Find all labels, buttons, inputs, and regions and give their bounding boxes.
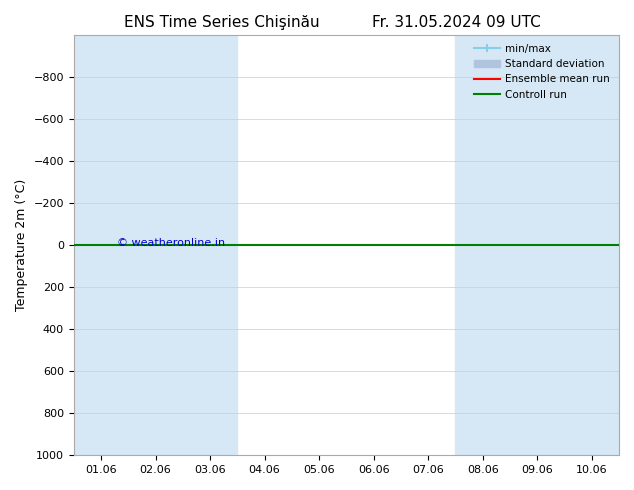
Bar <box>183 35 237 455</box>
Text: Fr. 31.05.2024 09 UTC: Fr. 31.05.2024 09 UTC <box>372 15 541 30</box>
Bar <box>510 35 564 455</box>
Legend: min/max, Standard deviation, Ensemble mean run, Controll run: min/max, Standard deviation, Ensemble me… <box>469 40 614 104</box>
Bar <box>128 35 183 455</box>
Bar <box>455 35 510 455</box>
Text: © weatheronline.in: © weatheronline.in <box>117 238 226 248</box>
Text: ENS Time Series Chişinău: ENS Time Series Chişinău <box>124 15 320 30</box>
Bar <box>74 35 128 455</box>
Y-axis label: Temperature 2m (°C): Temperature 2m (°C) <box>15 179 28 311</box>
Bar <box>564 35 619 455</box>
